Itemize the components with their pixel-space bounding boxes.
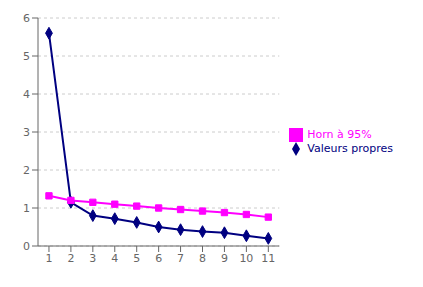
- svg-text:10: 10: [239, 252, 253, 265]
- svg-text:7: 7: [177, 252, 184, 265]
- svg-text:1: 1: [23, 202, 30, 215]
- svg-text:0: 0: [23, 240, 30, 253]
- html-text:Valeurs propres: Valeurs propres: [307, 142, 393, 155]
- svg-text:8: 8: [199, 252, 206, 265]
- html-text:Horn à 95%: Horn à 95%: [307, 128, 372, 141]
- svg-text:11: 11: [261, 252, 275, 265]
- svg-text:2: 2: [23, 164, 30, 177]
- svg-text:3: 3: [23, 126, 30, 139]
- svg-text:3: 3: [89, 252, 96, 265]
- svg-text:2: 2: [67, 252, 74, 265]
- svg-text:9: 9: [221, 252, 228, 265]
- svg-text:5: 5: [23, 50, 30, 63]
- svg-text:5: 5: [133, 252, 140, 265]
- svg-text:4: 4: [111, 252, 118, 265]
- svg-text:4: 4: [23, 88, 30, 101]
- svg-text:6: 6: [155, 252, 162, 265]
- svg-text:6: 6: [23, 12, 30, 25]
- svg-text:1: 1: [45, 252, 52, 265]
